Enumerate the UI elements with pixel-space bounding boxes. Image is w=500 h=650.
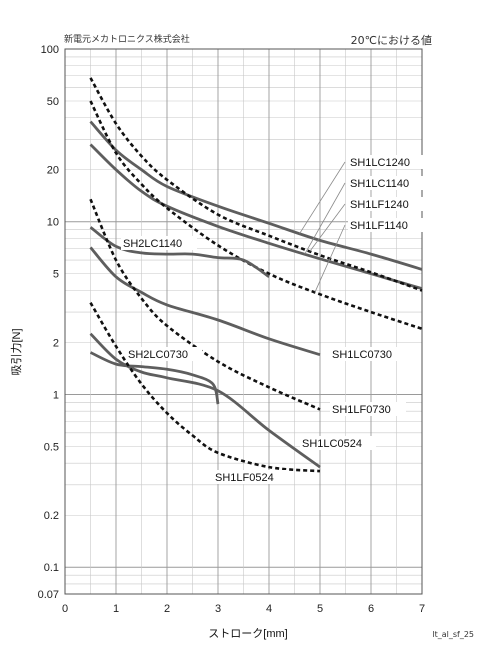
plot-frame [64,48,423,595]
series-line-sh1lf0524 [89,302,321,473]
leader-line [299,161,346,234]
series-label-sh1lc1240: SH1LC1240 [350,157,410,169]
x-axis-label: ストローク[mm] [208,627,287,640]
series-label-bg [348,197,424,211]
series-label-sh1lf0524: SH1LF0524 [215,472,274,484]
series-label-sh1lc0730: SH1LC0730 [332,349,392,361]
leader-line [314,224,346,293]
series-labels: SH1LC1240 SH1LC1140 SH1LF1240 SH1LF1140 SH2L… [121,155,424,484]
x-tick-label: 7 [419,603,425,615]
series-line-sh1lc0524 [89,332,321,469]
series-label-bg [330,402,406,416]
leader-line [304,182,346,255]
series-label-bg [213,470,289,484]
series-label-bg [126,347,202,361]
y-tick-label: 5 [53,269,59,281]
axes: 100 50 20 10 5 2 1 0.5 0.2 0.1 0.070 1 2 3 4 5 6 7 [38,44,425,615]
series-label-bg [121,236,197,250]
series-line-sh1lc0730 [89,246,321,357]
x-tick-label: 3 [215,603,221,615]
series-label-sh2lc1140: SH2LC1140 [123,238,182,250]
series-line-sh1lf1140 [89,100,423,331]
x-tick-label: 1 [113,603,119,615]
y-tick-label: 10 [47,217,59,229]
y-tick-label: 0.5 [44,441,59,453]
series-label-bg [348,176,424,190]
y-tick-label: 0.1 [44,562,59,574]
series-label-bg [348,155,424,169]
x-tick-label: 4 [266,603,272,615]
series-lines [89,77,423,473]
series-label-sh2lc0730: SH2LC0730 [128,349,188,361]
x-tick-label: 5 [317,603,323,615]
series-line-sh1lf1240 [89,77,423,292]
leader-line [309,203,346,252]
grid [64,48,423,595]
condition-note: 20℃における値 [351,34,432,47]
series-line-sh1lc1240 [89,120,423,271]
series-label-sh1lc0524: SH1LC0524 [302,438,362,450]
series-label-bg [348,218,424,232]
series-label-sh1lf1140: SH1LF1140 [350,220,408,232]
series-line-sh1lf0730 [89,198,321,411]
y-tick-label: 0.2 [44,510,59,522]
x-tick-label: 0 [62,603,68,615]
leader-lines [299,161,346,293]
y-tick-label: 100 [41,44,59,56]
series-line-sh2lc1140 [89,226,270,278]
series-line-sh2lc0730 [89,351,220,405]
series-label-sh1lf0730: SH1LF0730 [332,404,391,416]
series-label-sh1lc1140: SH1LC1140 [350,178,409,190]
y-tick-label: 50 [47,96,59,108]
series-label-bg [300,436,376,450]
company-name: 新電元メカトロニクス株式会社 [64,33,190,45]
x-tick-label: 6 [368,603,374,615]
x-tick-label: 2 [164,603,170,615]
y-tick-label: 1 [53,389,59,401]
series-label-bg [330,347,406,361]
y-tick-label: 20 [47,165,59,177]
footer-code: lt_al_sf_25 [432,630,474,639]
y-axis-label: 吸引力[N] [9,328,23,375]
series-line-sh1lc1140 [89,143,423,290]
series-label-sh1lf1240: SH1LF1240 [350,199,409,211]
y-tick-label: 2 [53,337,59,349]
y-tick-label: 0.07 [38,589,59,601]
